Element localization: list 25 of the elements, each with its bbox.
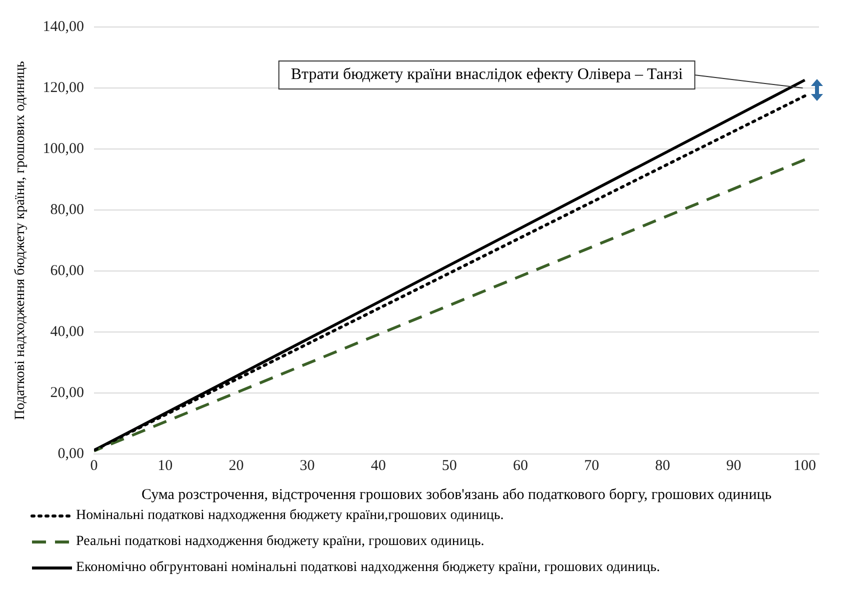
x-tick-label: 0: [90, 458, 98, 474]
y-tick-label: 120,00: [42, 80, 84, 96]
x-axis-title: Сума розстрочення, відстрочення грошових зобов'язань або податкового боргу, грошових одиниць: [141, 486, 772, 503]
x-tick-label: 30: [300, 458, 315, 474]
y-tick-label: 100,00: [42, 140, 84, 157]
x-tick-label: 40: [370, 458, 386, 474]
y-tick-label: 0,00: [58, 446, 84, 462]
x-tick-label: 60: [512, 458, 528, 474]
legend-label: Реальні податкові надходження бюджету країни, грошових одиниць.: [76, 534, 484, 550]
y-tick-label: 60,00: [50, 262, 84, 279]
x-tick-label: 90: [726, 458, 742, 474]
y-axis-title: Податкові надходження бюджету країни, грошових одиниць: [13, 61, 28, 420]
y-tick-label: 40,00: [50, 324, 84, 340]
x-tick-label: 80: [655, 458, 670, 474]
y-tick-label: 80,00: [50, 202, 84, 218]
legend-label: Економічно обгрунтовані номінальні податкові надходження бюджету країни, грошових одиниць.: [76, 560, 660, 576]
x-tick-label: 10: [158, 458, 173, 474]
annotation: Втрати бюджету країни внаслідок ефекту Олівера – Танзі: [290, 66, 684, 84]
x-tick-label: 20: [228, 458, 244, 474]
x-tick-label: 70: [584, 458, 600, 474]
y-tick-label: 140,00: [42, 18, 84, 35]
legend-label: Номінальні податкові надходження бюджету країни,грошових одиниць.: [76, 508, 504, 524]
y-tick-label: 20,00: [50, 384, 84, 401]
x-tick-label: 50: [442, 458, 457, 474]
x-tick-label: 100: [794, 458, 816, 474]
